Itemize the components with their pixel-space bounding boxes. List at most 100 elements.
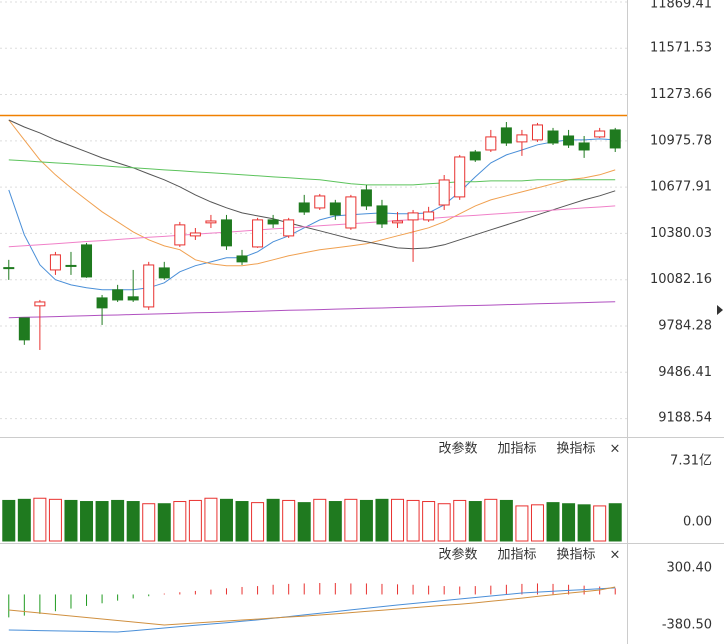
volume-bar bbox=[313, 498, 327, 542]
indicator-line bbox=[8, 587, 616, 633]
candle-body bbox=[469, 151, 481, 161]
candle-body bbox=[360, 189, 372, 207]
candle-body bbox=[112, 289, 124, 301]
volume-bar bbox=[219, 498, 233, 542]
panel-control[interactable]: 换指标 bbox=[556, 548, 595, 563]
candle-body bbox=[454, 156, 466, 198]
y-tick-label: 11273.66 bbox=[650, 87, 712, 102]
candle-body bbox=[158, 267, 170, 279]
y-tick-label: 10677.91 bbox=[650, 180, 712, 195]
candle-body bbox=[174, 224, 186, 246]
candle-body bbox=[345, 196, 357, 229]
volume-bar bbox=[546, 502, 560, 542]
indicator-line bbox=[8, 119, 616, 250]
y-tick-label: 0.00 bbox=[683, 515, 712, 530]
volume-bar bbox=[515, 505, 529, 542]
volume-bar bbox=[17, 498, 31, 542]
volume-bar bbox=[468, 501, 482, 542]
y-tick-label: 9486.41 bbox=[658, 365, 712, 380]
candle-body bbox=[547, 130, 559, 144]
volume-bar bbox=[204, 497, 218, 542]
volume-bar bbox=[95, 501, 109, 542]
candle-body bbox=[283, 219, 295, 237]
candle-body bbox=[594, 130, 606, 138]
volume-bar bbox=[80, 501, 94, 542]
candle-body bbox=[314, 195, 326, 209]
candle-body bbox=[376, 205, 388, 225]
scroll-arrow[interactable] bbox=[717, 305, 723, 315]
candle-body bbox=[392, 220, 404, 224]
candle-body bbox=[298, 202, 310, 213]
panel-control[interactable]: 加指标 bbox=[497, 548, 536, 563]
volume-bar bbox=[157, 503, 171, 542]
panel-control[interactable]: 改参数 bbox=[438, 441, 477, 457]
volume-bar bbox=[422, 501, 436, 542]
candle-body bbox=[127, 296, 139, 301]
volume-bar bbox=[64, 499, 78, 542]
candle-body bbox=[65, 264, 77, 267]
candle-body bbox=[49, 254, 61, 271]
indicator-line bbox=[8, 159, 616, 186]
volume-bar bbox=[282, 499, 296, 542]
volume-bar bbox=[2, 499, 16, 542]
y-tick-label: 300.40 bbox=[667, 560, 713, 575]
volume-bar bbox=[266, 498, 280, 542]
volume-bar bbox=[375, 498, 389, 542]
volume-bar bbox=[499, 499, 513, 542]
volume-bar bbox=[406, 499, 420, 542]
volume-bar bbox=[48, 498, 62, 542]
candle-body bbox=[34, 301, 46, 307]
volume-bar bbox=[297, 502, 311, 542]
candle-body bbox=[96, 297, 108, 309]
panel-control[interactable]: 改参数 bbox=[438, 547, 477, 563]
panel-control[interactable]: × bbox=[610, 442, 621, 457]
volume-bar bbox=[235, 501, 249, 542]
y-tick-label: -380.50 bbox=[662, 618, 712, 633]
candle-body bbox=[578, 142, 590, 151]
y-tick-label: 9188.54 bbox=[658, 411, 712, 426]
volume-bar bbox=[188, 499, 202, 542]
y-tick-label: 7.31亿 bbox=[670, 453, 712, 468]
candle-body bbox=[252, 219, 264, 248]
volume-bar bbox=[251, 502, 265, 542]
candle-body bbox=[516, 134, 528, 143]
candle-body bbox=[609, 129, 621, 149]
candle-body bbox=[485, 136, 497, 151]
candle-body bbox=[407, 212, 419, 221]
volume-bar bbox=[391, 498, 405, 542]
panel-control[interactable]: 加指标 bbox=[497, 442, 536, 457]
candle-body bbox=[329, 202, 341, 216]
indicator-line bbox=[8, 119, 616, 267]
volume-bar bbox=[111, 499, 125, 542]
volume-bar bbox=[437, 503, 451, 542]
candle-body bbox=[3, 267, 15, 270]
panel-control[interactable]: 换指标 bbox=[556, 442, 595, 457]
candle-body bbox=[143, 264, 155, 308]
volume-bar bbox=[344, 498, 358, 542]
indicator-line bbox=[8, 138, 616, 291]
indicator-line bbox=[8, 586, 616, 626]
y-tick-label: 11571.53 bbox=[650, 41, 712, 56]
candle-body bbox=[500, 127, 512, 144]
candle-body bbox=[531, 124, 543, 141]
candle-body bbox=[205, 220, 217, 224]
y-tick-label: 10975.78 bbox=[650, 133, 712, 148]
candle-body bbox=[236, 255, 248, 263]
y-tick-label: 11869.41 bbox=[650, 0, 712, 12]
y-tick-label: 10082.16 bbox=[650, 272, 712, 287]
volume-bar bbox=[359, 499, 373, 542]
volume-bar bbox=[142, 503, 156, 542]
volume-bar bbox=[562, 503, 576, 542]
panel-control[interactable]: × bbox=[610, 548, 621, 563]
candle-body bbox=[563, 135, 575, 146]
y-tick-label: 9784.28 bbox=[658, 318, 712, 333]
volume-bar bbox=[608, 503, 622, 542]
volume-bar bbox=[577, 504, 591, 542]
candle-body bbox=[423, 211, 435, 221]
volume-bar bbox=[484, 498, 498, 542]
volume-bar bbox=[33, 497, 47, 542]
indicator-line bbox=[8, 301, 616, 319]
candle-body bbox=[438, 179, 450, 206]
y-tick-label: 10380.03 bbox=[650, 226, 712, 241]
